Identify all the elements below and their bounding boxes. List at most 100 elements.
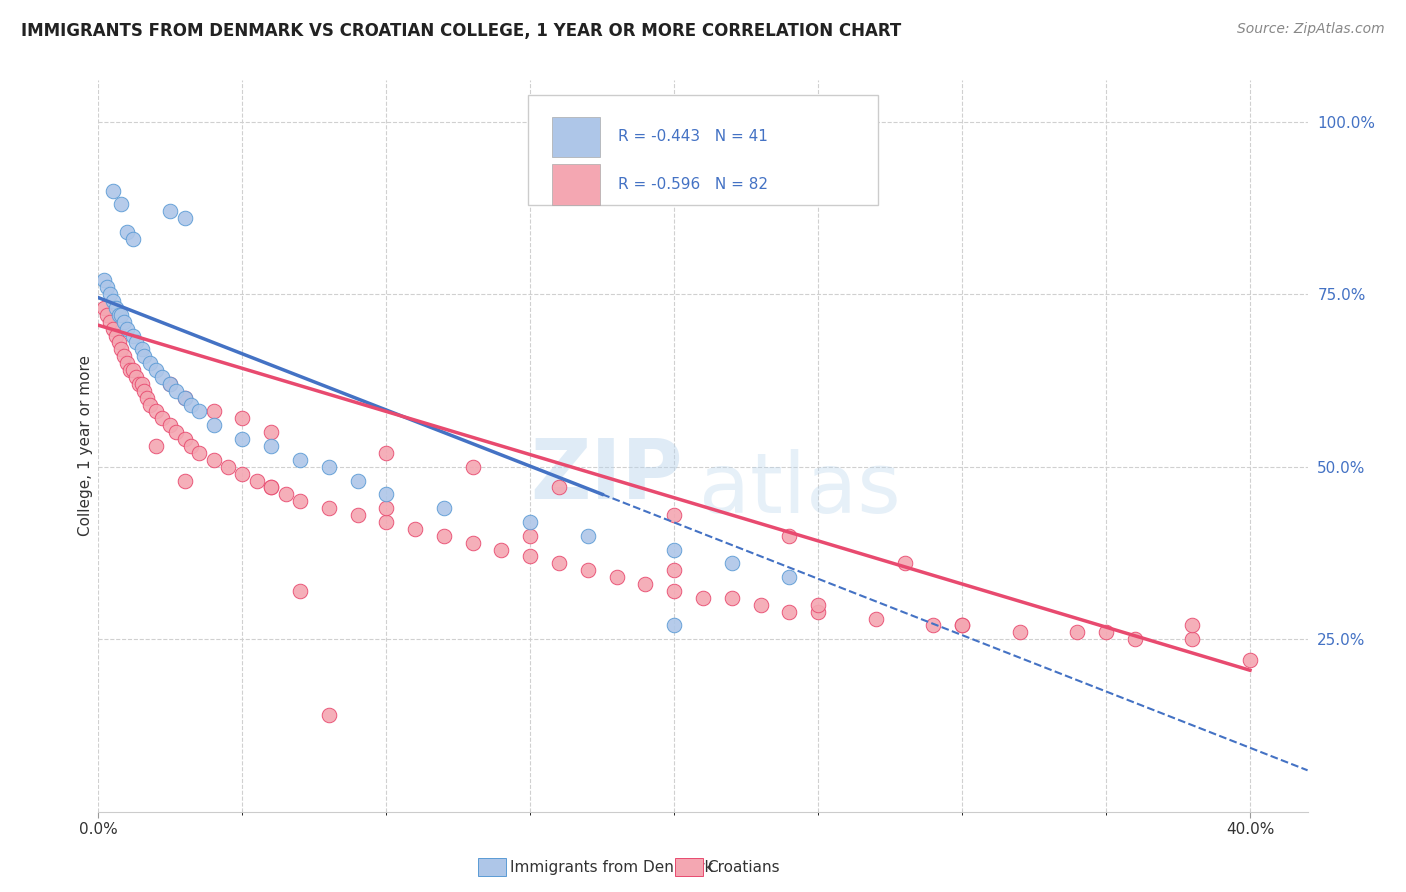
Y-axis label: College, 1 year or more: College, 1 year or more bbox=[77, 356, 93, 536]
Point bbox=[519, 515, 541, 529]
Point bbox=[634, 577, 657, 591]
Point bbox=[136, 391, 159, 405]
Point bbox=[145, 363, 167, 377]
Point bbox=[101, 294, 124, 309]
Point bbox=[1008, 625, 1031, 640]
Point bbox=[134, 384, 156, 398]
Point bbox=[260, 439, 283, 453]
Point bbox=[288, 583, 311, 598]
Point bbox=[101, 184, 124, 198]
Point bbox=[107, 308, 129, 322]
Point bbox=[433, 501, 456, 516]
Point bbox=[173, 474, 195, 488]
Point bbox=[173, 432, 195, 446]
Point bbox=[375, 487, 398, 501]
Point bbox=[150, 411, 173, 425]
Point bbox=[112, 349, 135, 363]
Point bbox=[188, 446, 211, 460]
Point bbox=[145, 404, 167, 418]
Point bbox=[104, 328, 127, 343]
Point bbox=[202, 452, 225, 467]
Point bbox=[93, 301, 115, 315]
Point bbox=[134, 349, 156, 363]
Point bbox=[1181, 618, 1204, 632]
Point bbox=[950, 618, 973, 632]
Point bbox=[260, 480, 283, 494]
Point bbox=[692, 591, 714, 605]
Point bbox=[139, 398, 162, 412]
Point bbox=[1095, 625, 1118, 640]
Point bbox=[112, 315, 135, 329]
Point bbox=[110, 308, 132, 322]
Point bbox=[893, 557, 915, 571]
Point bbox=[107, 335, 129, 350]
Text: Immigrants from Denmark: Immigrants from Denmark bbox=[510, 860, 714, 874]
Point bbox=[778, 605, 800, 619]
Point bbox=[664, 618, 686, 632]
Point bbox=[110, 197, 132, 211]
Point bbox=[231, 467, 253, 481]
Point bbox=[491, 542, 513, 557]
Text: Source: ZipAtlas.com: Source: ZipAtlas.com bbox=[1237, 22, 1385, 37]
Point bbox=[461, 535, 484, 549]
Point bbox=[1239, 653, 1261, 667]
Point bbox=[664, 563, 686, 577]
Point bbox=[720, 557, 742, 571]
FancyBboxPatch shape bbox=[553, 164, 600, 204]
Point bbox=[576, 529, 599, 543]
Text: atlas: atlas bbox=[699, 450, 901, 531]
Point bbox=[128, 376, 150, 391]
Point bbox=[188, 404, 211, 418]
Point bbox=[125, 370, 148, 384]
Point bbox=[125, 335, 148, 350]
Point bbox=[807, 605, 830, 619]
Point bbox=[375, 501, 398, 516]
Point bbox=[346, 508, 368, 522]
Text: R = -0.596   N = 82: R = -0.596 N = 82 bbox=[619, 177, 768, 192]
Point bbox=[122, 328, 145, 343]
Point bbox=[519, 529, 541, 543]
Point bbox=[576, 563, 599, 577]
Point bbox=[346, 474, 368, 488]
Point bbox=[606, 570, 628, 584]
Text: R = -0.443   N = 41: R = -0.443 N = 41 bbox=[619, 129, 768, 145]
Point bbox=[664, 583, 686, 598]
Point bbox=[101, 321, 124, 335]
Point bbox=[519, 549, 541, 564]
Point bbox=[104, 301, 127, 315]
Point bbox=[93, 273, 115, 287]
Point bbox=[165, 384, 187, 398]
Point bbox=[548, 480, 571, 494]
Point bbox=[173, 391, 195, 405]
Point bbox=[120, 363, 142, 377]
Point bbox=[110, 343, 132, 357]
Point bbox=[180, 439, 202, 453]
Point bbox=[749, 598, 772, 612]
Text: IMMIGRANTS FROM DENMARK VS CROATIAN COLLEGE, 1 YEAR OR MORE CORRELATION CHART: IMMIGRANTS FROM DENMARK VS CROATIAN COLL… bbox=[21, 22, 901, 40]
Point bbox=[375, 446, 398, 460]
Point bbox=[433, 529, 456, 543]
FancyBboxPatch shape bbox=[553, 117, 600, 157]
Point bbox=[96, 280, 118, 294]
Point bbox=[131, 343, 153, 357]
Point bbox=[159, 204, 181, 219]
Point bbox=[173, 391, 195, 405]
Point bbox=[865, 611, 887, 625]
Point bbox=[231, 432, 253, 446]
Point bbox=[548, 557, 571, 571]
Point bbox=[159, 376, 181, 391]
Point bbox=[122, 232, 145, 246]
Point bbox=[98, 287, 121, 301]
Point bbox=[922, 618, 945, 632]
Point bbox=[260, 480, 283, 494]
Point bbox=[318, 459, 340, 474]
Point bbox=[96, 308, 118, 322]
Text: Croatians: Croatians bbox=[707, 860, 780, 874]
Point bbox=[202, 404, 225, 418]
Point bbox=[173, 211, 195, 226]
Point bbox=[404, 522, 426, 536]
Point bbox=[1066, 625, 1088, 640]
Point bbox=[159, 376, 181, 391]
Point bbox=[664, 542, 686, 557]
Point bbox=[288, 494, 311, 508]
